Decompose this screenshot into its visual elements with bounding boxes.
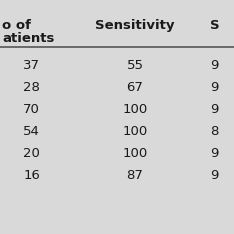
Text: 54: 54	[23, 125, 40, 138]
Text: 87: 87	[127, 169, 143, 182]
Text: 55: 55	[127, 59, 143, 72]
Text: 16: 16	[23, 169, 40, 182]
Text: 9: 9	[210, 169, 218, 182]
Text: o of: o of	[2, 19, 31, 32]
Text: 100: 100	[122, 147, 148, 160]
Text: 20: 20	[23, 147, 40, 160]
Text: 9: 9	[210, 147, 218, 160]
Text: 8: 8	[210, 125, 218, 138]
Text: Sensitivity: Sensitivity	[95, 19, 175, 32]
Text: atients: atients	[2, 32, 54, 45]
Text: 100: 100	[122, 103, 148, 116]
Text: 100: 100	[122, 125, 148, 138]
Text: 70: 70	[23, 103, 40, 116]
Text: 9: 9	[210, 59, 218, 72]
Text: 67: 67	[127, 81, 143, 94]
Text: 28: 28	[23, 81, 40, 94]
Text: 9: 9	[210, 103, 218, 116]
Text: 37: 37	[23, 59, 40, 72]
Text: 9: 9	[210, 81, 218, 94]
Text: S: S	[210, 19, 220, 32]
